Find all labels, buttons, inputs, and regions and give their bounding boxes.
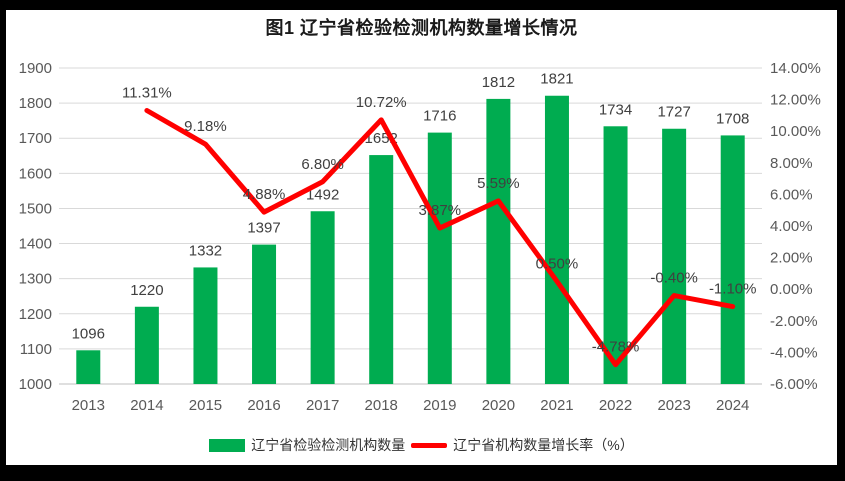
right-axis-tick: 10.00% bbox=[770, 123, 821, 140]
right-axis-tick: 6.00% bbox=[770, 186, 813, 203]
line-value-label: -0.40% bbox=[650, 270, 698, 287]
bar-value-label: 1727 bbox=[657, 104, 690, 121]
chart-title: 图1 辽宁省检验检测机构数量增长情况 bbox=[265, 18, 578, 38]
x-axis-label: 2016 bbox=[247, 397, 280, 414]
right-axis-tick: -4.00% bbox=[770, 344, 818, 361]
left-axis-tick: 1900 bbox=[19, 60, 52, 77]
left-axis-tick: 1100 bbox=[20, 341, 52, 358]
x-axis-label: 2023 bbox=[657, 397, 690, 414]
bar-2016 bbox=[252, 244, 277, 384]
legend: 辽宁省检验检测机构数量 辽宁省机构数量增长率（%） bbox=[6, 435, 837, 455]
bar-2019 bbox=[427, 132, 452, 384]
bar-2021 bbox=[544, 95, 569, 384]
line-value-label: 4.88% bbox=[243, 186, 286, 203]
x-axis-label: 2019 bbox=[423, 397, 456, 414]
x-axis-label: 2015 bbox=[189, 397, 222, 414]
line-value-label: 5.59% bbox=[477, 175, 520, 192]
line-value-label: 10.72% bbox=[356, 94, 407, 111]
line-value-label: 9.18% bbox=[184, 118, 227, 135]
growth-rate-line bbox=[144, 108, 736, 368]
bar-value-label: 1812 bbox=[482, 74, 515, 91]
left-axis-tick: 1700 bbox=[19, 130, 52, 147]
bar-value-label: 1716 bbox=[423, 108, 456, 125]
right-axis-tick: 8.00% bbox=[770, 155, 813, 172]
right-axis-tick: -2.00% bbox=[770, 313, 818, 330]
bar-value-label: 1397 bbox=[247, 220, 280, 237]
line-value-label: 3.87% bbox=[419, 202, 462, 219]
bar-2014 bbox=[134, 306, 159, 384]
right-axis-tick: 14.00% bbox=[770, 60, 821, 77]
x-axis-label: 2013 bbox=[72, 397, 105, 414]
left-axis-tick: 1400 bbox=[19, 236, 52, 253]
bar-value-label: 1220 bbox=[130, 282, 163, 299]
x-axis-label: 2018 bbox=[365, 397, 398, 414]
left-axis-tick: 1000 bbox=[19, 376, 52, 393]
line-value-label: -1.10% bbox=[709, 281, 757, 298]
line-value-label: -4.78% bbox=[592, 339, 640, 356]
x-axis-label: 2017 bbox=[306, 397, 339, 414]
line-value-label: 11.31% bbox=[122, 85, 172, 102]
bar-series-label: 辽宁省检验检测机构数量 bbox=[251, 437, 406, 453]
left-axis-tick: 1500 bbox=[19, 200, 52, 217]
legend-item-line: 辽宁省机构数量增长率（%） bbox=[411, 435, 634, 455]
line-series-label: 辽宁省机构数量增长率（%） bbox=[453, 437, 634, 453]
legend-item-bars: 辽宁省检验检测机构数量 bbox=[209, 435, 405, 455]
right-axis-tick: 2.00% bbox=[770, 250, 813, 267]
combo-chart: 1900 1800 1700 1600 1500 1400 1300 1200 1100 1000… bbox=[19, 60, 821, 414]
left-axis-tick: 1800 bbox=[19, 95, 52, 112]
right-axis-tick: 0.00% bbox=[770, 281, 813, 298]
x-axis-label: 2020 bbox=[482, 397, 515, 414]
left-axis-tick: 1200 bbox=[19, 306, 52, 323]
right-axis-tick: -6.00% bbox=[770, 376, 818, 393]
right-axis-tick: 4.00% bbox=[770, 218, 813, 235]
bar-value-label: 1821 bbox=[540, 71, 573, 88]
x-axis-label: 2014 bbox=[130, 397, 163, 414]
bar-2018 bbox=[369, 155, 394, 384]
bar-2015 bbox=[193, 267, 218, 384]
left-axis-tick: 1300 bbox=[19, 271, 52, 288]
bar-value-label: 1708 bbox=[716, 110, 749, 127]
x-axis-label: 2021 bbox=[540, 397, 573, 414]
bar-2020 bbox=[486, 98, 511, 385]
bar-series-swatch bbox=[209, 438, 246, 452]
bar-value-label: 1096 bbox=[72, 325, 105, 342]
right-axis-tick: 12.00% bbox=[770, 92, 821, 109]
bar-2023 bbox=[662, 128, 687, 384]
bar-2022 bbox=[603, 126, 628, 384]
bar-2013 bbox=[76, 350, 101, 384]
chart-canvas: 图1 辽宁省检验检测机构数量增长情况 1900 1800 1700 1600 1500 1… bbox=[6, 10, 837, 465]
bar-value-label: 1734 bbox=[599, 101, 632, 118]
line-value-label: 6.80% bbox=[301, 156, 344, 173]
x-axis-label: 2022 bbox=[599, 397, 632, 414]
left-axis-tick: 1600 bbox=[19, 165, 52, 182]
line-series-swatch bbox=[411, 442, 448, 448]
bar-2017 bbox=[310, 211, 335, 384]
bar-2024 bbox=[720, 135, 745, 384]
line-value-label: 0.50% bbox=[536, 255, 579, 272]
bar-value-label: 1332 bbox=[189, 242, 222, 259]
x-axis-label: 2024 bbox=[716, 397, 749, 414]
bar-value-label: 1492 bbox=[306, 186, 339, 203]
